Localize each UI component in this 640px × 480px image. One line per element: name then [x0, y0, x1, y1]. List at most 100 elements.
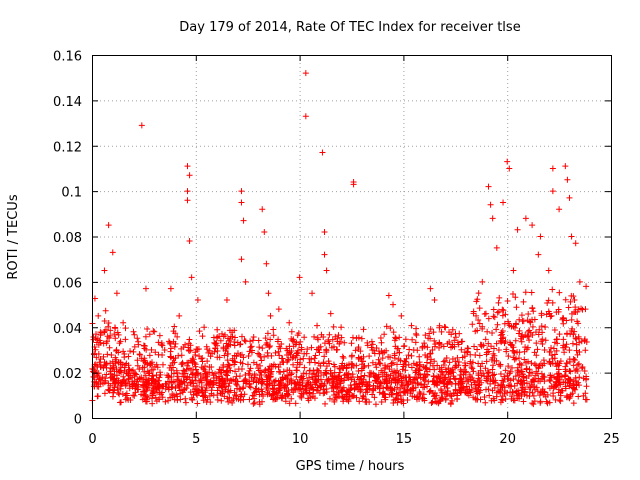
data-point	[250, 392, 257, 399]
data-point	[497, 363, 504, 370]
data-point	[282, 374, 289, 381]
data-point	[381, 378, 388, 385]
data-point	[140, 382, 147, 389]
data-point	[269, 382, 276, 389]
data-point	[388, 360, 395, 367]
data-point	[101, 390, 108, 397]
data-point	[556, 289, 563, 296]
data-point	[410, 346, 417, 353]
data-point	[149, 400, 156, 407]
data-point	[567, 393, 574, 400]
data-point	[530, 308, 537, 315]
data-point	[187, 389, 194, 396]
data-point	[458, 346, 465, 353]
data-point	[490, 345, 497, 352]
data-point	[171, 343, 178, 350]
data-point	[319, 149, 326, 156]
data-point	[499, 312, 506, 319]
data-point	[488, 356, 495, 363]
data-point	[273, 389, 280, 396]
data-point	[196, 353, 203, 360]
data-point	[373, 364, 380, 371]
data-point	[386, 377, 393, 384]
data-point	[314, 367, 321, 374]
data-point	[573, 378, 580, 385]
data-point	[181, 368, 188, 375]
data-point	[429, 362, 436, 369]
data-point	[425, 378, 432, 385]
data-point	[405, 352, 412, 359]
data-point	[474, 378, 481, 385]
data-point	[256, 344, 263, 351]
data-point	[240, 217, 247, 224]
x-tick-label: 20	[499, 432, 516, 447]
data-point	[413, 394, 420, 401]
data-point	[442, 357, 449, 364]
data-point	[276, 352, 283, 359]
data-point	[326, 395, 333, 402]
data-point	[192, 361, 199, 368]
data-point	[495, 382, 502, 389]
data-point	[417, 371, 424, 378]
data-point	[167, 348, 174, 355]
data-point	[189, 371, 196, 378]
data-point	[553, 363, 560, 370]
data-point	[314, 322, 321, 329]
data-point	[492, 377, 499, 384]
data-point	[490, 306, 497, 313]
data-point	[529, 370, 536, 377]
data-point	[116, 391, 123, 398]
data-point	[223, 297, 230, 304]
x-tick-labels: 0 5 10 15 20 25	[88, 432, 619, 447]
data-point	[269, 392, 276, 399]
data-point	[397, 385, 404, 392]
data-point	[404, 387, 411, 394]
data-point	[436, 339, 443, 346]
data-point	[218, 397, 225, 404]
data-point	[570, 356, 577, 363]
data-point	[524, 380, 531, 387]
data-point	[486, 392, 493, 399]
data-point	[97, 329, 104, 336]
data-point	[520, 298, 527, 305]
data-point	[512, 373, 519, 380]
data-point	[500, 379, 507, 386]
data-point	[570, 400, 577, 407]
data-point	[184, 373, 191, 380]
data-point	[539, 388, 546, 395]
data-point	[338, 334, 345, 341]
data-point	[535, 251, 542, 258]
data-point	[534, 370, 541, 377]
data-point	[405, 374, 412, 381]
data-point	[485, 183, 492, 190]
data-point	[539, 329, 546, 336]
data-point	[257, 368, 264, 375]
data-point	[566, 368, 573, 375]
data-point	[125, 376, 132, 383]
data-point	[545, 297, 552, 304]
data-point	[264, 330, 271, 337]
data-point	[138, 122, 145, 129]
data-point	[242, 338, 249, 345]
data-point	[100, 340, 107, 347]
data-point	[218, 383, 225, 390]
data-point	[199, 355, 206, 362]
data-point	[452, 358, 459, 365]
data-point	[277, 361, 284, 368]
data-point	[293, 364, 300, 371]
data-point	[317, 383, 324, 390]
data-point	[516, 316, 523, 323]
data-point	[141, 388, 148, 395]
data-point	[102, 375, 109, 382]
data-points	[89, 70, 590, 408]
data-point	[519, 384, 526, 391]
data-point	[516, 349, 523, 356]
data-point	[250, 400, 257, 407]
data-point	[514, 395, 521, 402]
data-point	[188, 274, 195, 281]
data-point	[258, 371, 265, 378]
data-point	[369, 346, 376, 353]
data-point	[477, 387, 484, 394]
data-point	[259, 206, 266, 213]
data-point	[134, 357, 141, 364]
